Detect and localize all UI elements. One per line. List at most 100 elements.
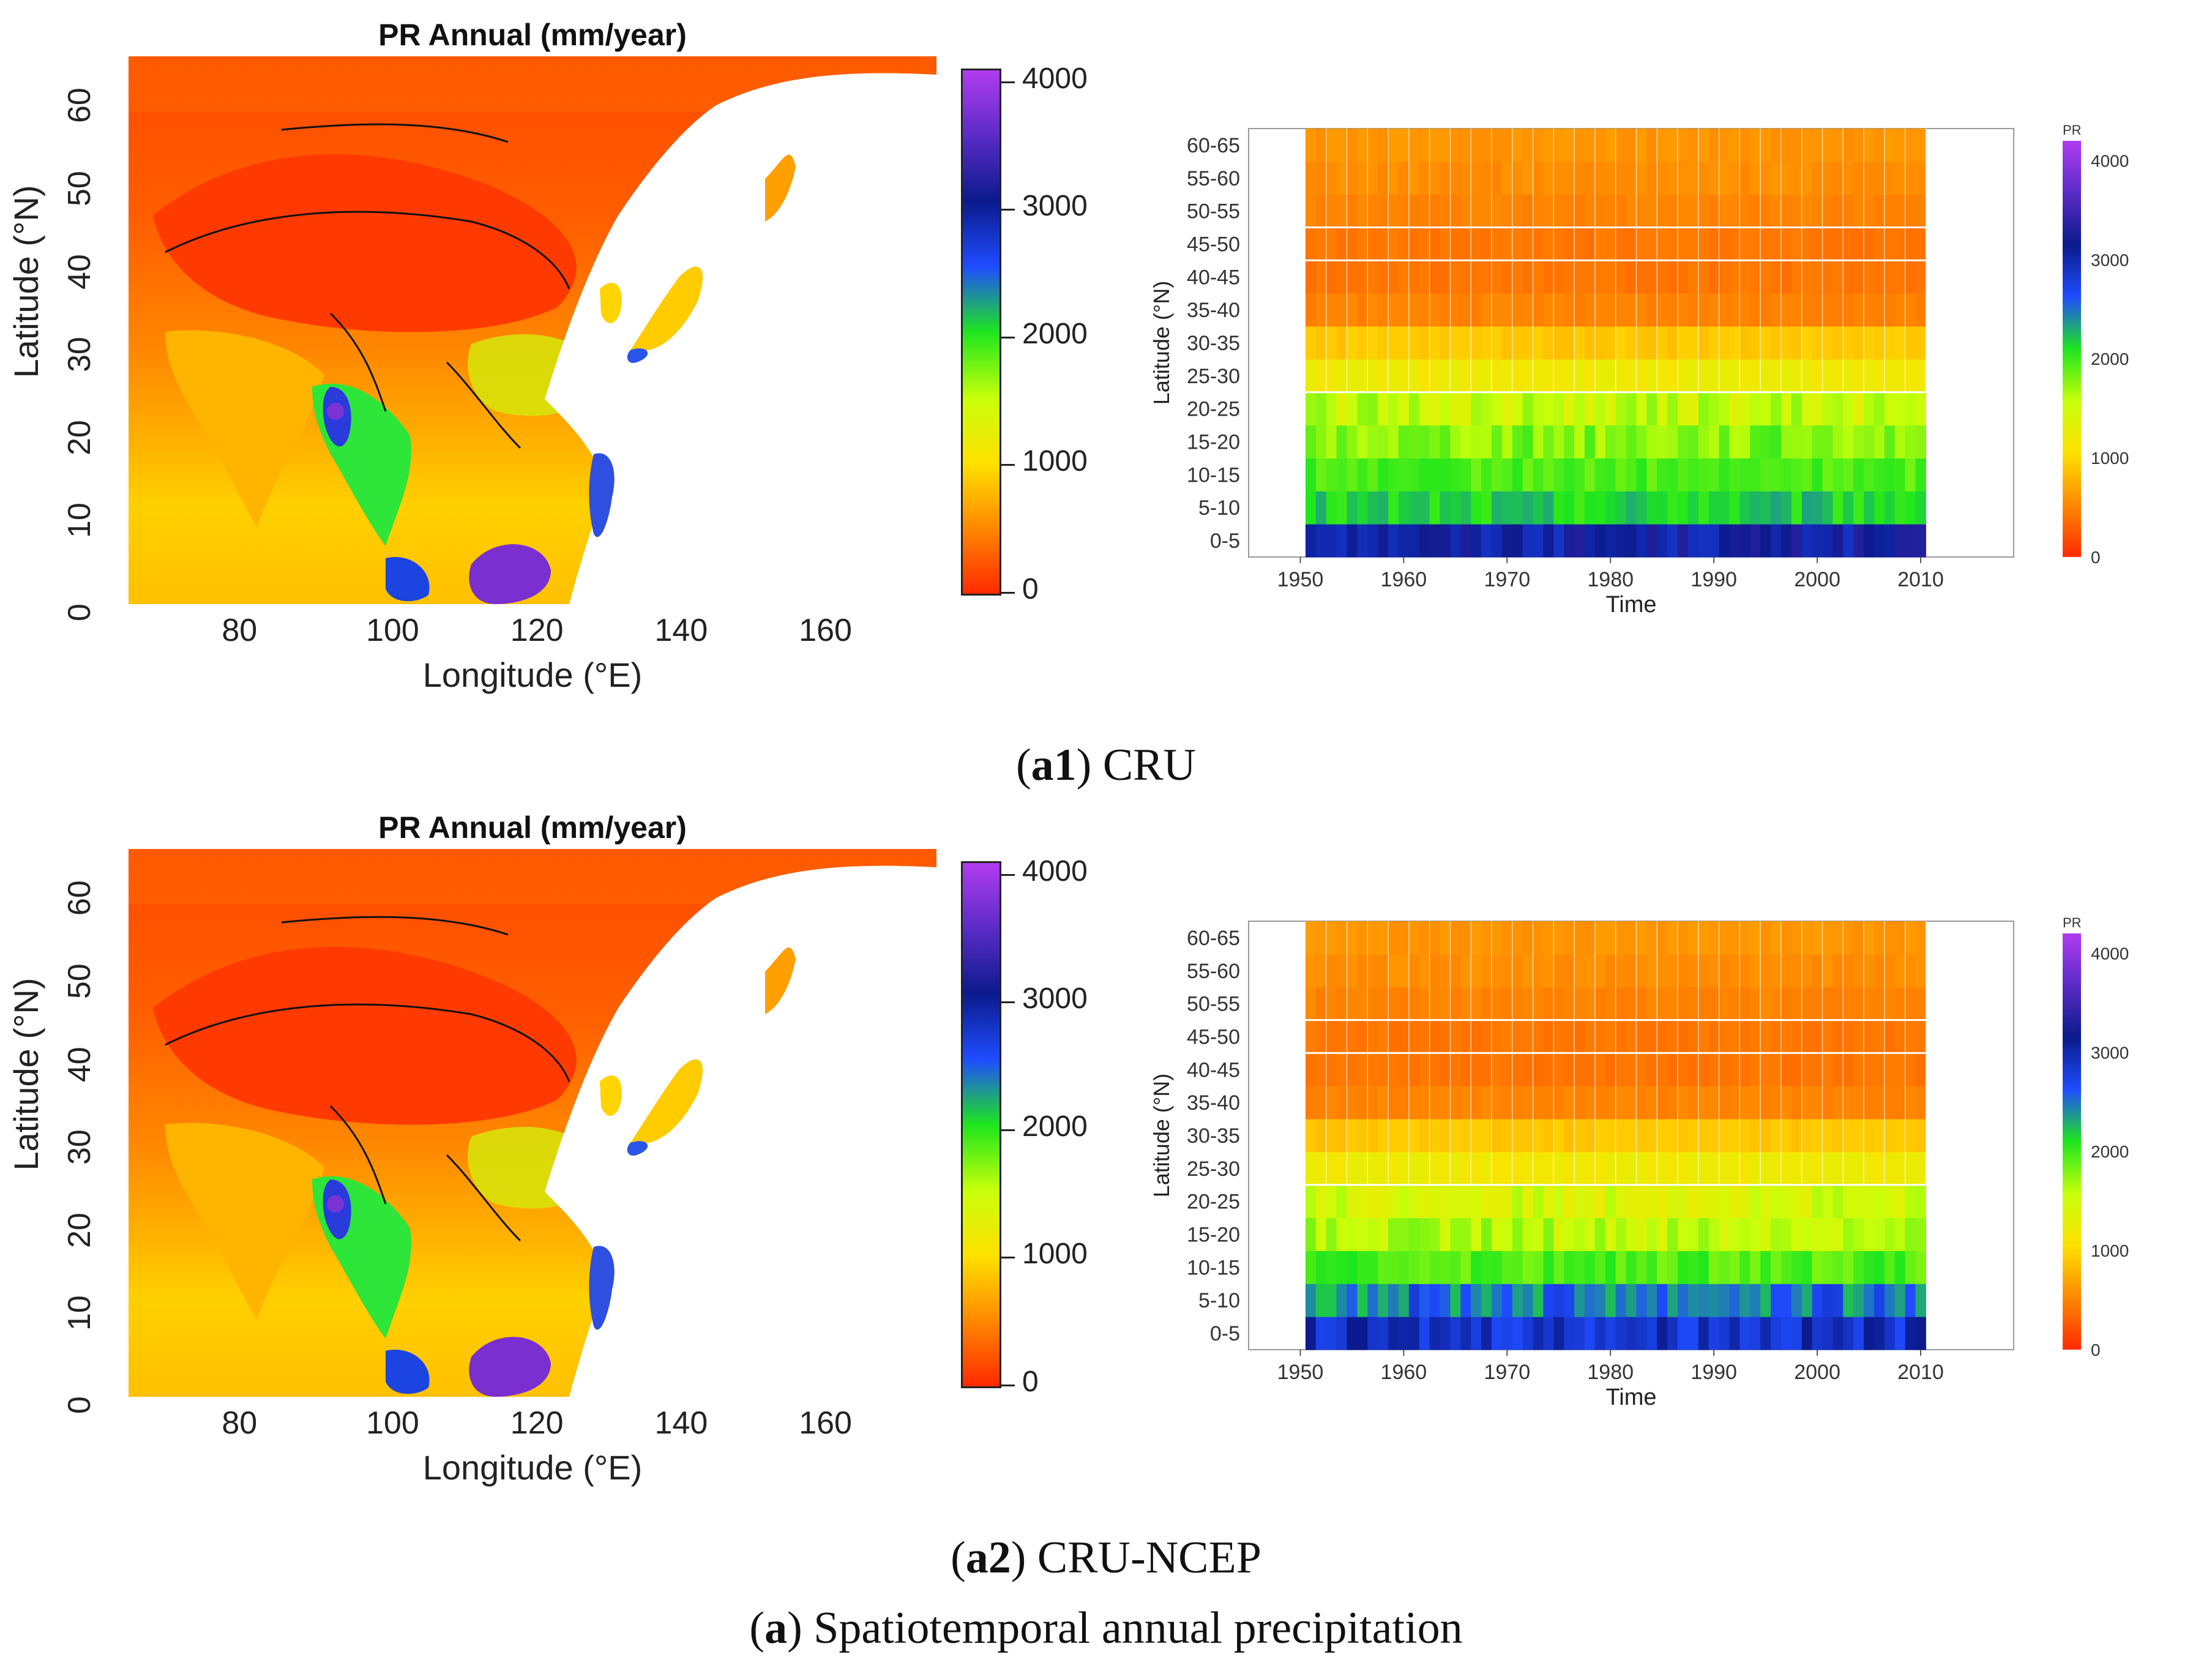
heatmap-cell bbox=[1657, 1317, 1668, 1350]
heatmap-cell bbox=[1780, 954, 1792, 988]
heatmap-cell bbox=[1884, 458, 1896, 492]
heatmap-cell bbox=[1894, 1284, 1906, 1317]
heatmap-cell bbox=[1584, 326, 1596, 360]
heatmap-cell bbox=[1874, 1317, 1885, 1350]
heatmap-cell bbox=[1894, 1184, 1906, 1219]
heatmap-cell bbox=[1812, 359, 1823, 393]
heatmap-cell bbox=[1553, 921, 1564, 955]
heatmap-cell bbox=[1812, 1184, 1823, 1219]
heatmap-cell bbox=[1853, 326, 1864, 360]
heatmap-cell bbox=[1864, 1217, 1875, 1251]
heatmap-colorbar-tick-label: 2000 bbox=[2091, 350, 2129, 368]
heatmap-cell bbox=[1636, 293, 1647, 327]
heatmap-cell bbox=[1843, 491, 1854, 525]
heatmap-cell bbox=[1481, 1217, 1492, 1251]
heatmap-cell bbox=[1678, 1284, 1689, 1317]
heatmap-cell bbox=[1450, 129, 1461, 162]
heatmap-colorbar bbox=[2063, 141, 2081, 557]
heatmap-cell bbox=[1543, 194, 1554, 228]
heatmap-colorbar bbox=[2063, 933, 2081, 1350]
heatmap-cell bbox=[1378, 921, 1389, 955]
heatmap-cell bbox=[1646, 1086, 1657, 1120]
heatmap-cell bbox=[1481, 987, 1492, 1021]
heatmap-cell bbox=[1594, 1184, 1606, 1219]
heatmap-cell bbox=[1564, 1151, 1575, 1186]
heatmap-cell bbox=[1481, 524, 1492, 558]
heatmap-cell bbox=[1512, 161, 1523, 195]
heatmap-cell bbox=[1574, 1086, 1585, 1120]
heatmap-cell bbox=[1687, 129, 1699, 162]
heatmap-cell bbox=[1812, 392, 1823, 426]
heatmap-cell bbox=[1564, 227, 1575, 261]
heatmap-cell bbox=[1440, 524, 1451, 558]
heatmap-cell bbox=[1440, 1086, 1451, 1120]
heatmap-cell bbox=[1729, 1119, 1740, 1153]
precip-map bbox=[129, 56, 936, 604]
heatmap-cell bbox=[1615, 491, 1627, 525]
heatmap-cell bbox=[1708, 359, 1720, 393]
heatmap-cell bbox=[1615, 129, 1627, 162]
heatmap-cell bbox=[1687, 425, 1699, 458]
heatmap-cell bbox=[1398, 954, 1410, 988]
heatmap-cell bbox=[1501, 987, 1513, 1021]
heatmap-cell bbox=[1440, 921, 1451, 955]
heatmap-cell bbox=[1326, 1086, 1337, 1120]
heatmap-cell bbox=[1801, 921, 1813, 955]
heatmap-cell bbox=[1750, 921, 1761, 955]
heatmap-cell bbox=[1305, 987, 1317, 1021]
heatmap-cell bbox=[1522, 1119, 1534, 1153]
heatmap-cell bbox=[1388, 326, 1399, 360]
heatmap-cell bbox=[1905, 227, 1916, 261]
heatmap-cell bbox=[1512, 1020, 1523, 1053]
heatmap-cell bbox=[1574, 1020, 1585, 1053]
heatmap-cell bbox=[1698, 260, 1709, 294]
heatmap-cell bbox=[1481, 260, 1492, 294]
heatmap-cell bbox=[1801, 326, 1813, 360]
heatmap-cell bbox=[1822, 1284, 1833, 1317]
heatmap-cell bbox=[1636, 425, 1647, 458]
heatmap-cell bbox=[1864, 293, 1875, 327]
heatmap-cell bbox=[1357, 987, 1368, 1021]
heatmap-cell bbox=[1864, 326, 1875, 360]
heatmap-cell bbox=[1894, 1086, 1906, 1120]
heatmap-cell bbox=[1678, 1184, 1689, 1219]
heatmap-cell bbox=[1657, 425, 1668, 458]
heatmap-cell bbox=[1874, 359, 1885, 393]
heatmap-cell bbox=[1460, 1086, 1471, 1120]
heatmap-ytick-label: 15-20 bbox=[1187, 1224, 1240, 1247]
heatmap-cell bbox=[1512, 326, 1523, 360]
heatmap-cell bbox=[1429, 1053, 1440, 1086]
heatmap-cell bbox=[1729, 326, 1740, 360]
heatmap-cell bbox=[1336, 1250, 1347, 1284]
heatmap-cell bbox=[1357, 326, 1368, 360]
heatmap-cell bbox=[1491, 1217, 1503, 1251]
heatmap-cell bbox=[1429, 987, 1440, 1021]
heatmap-cell bbox=[1326, 260, 1337, 294]
heatmap-cell bbox=[1512, 458, 1523, 492]
sumatra bbox=[386, 1350, 430, 1394]
precip-map-image bbox=[129, 849, 936, 1397]
heatmap-cell bbox=[1605, 954, 1616, 988]
heatmap-cell bbox=[1687, 921, 1699, 955]
map-colorbar-tick bbox=[1001, 592, 1015, 594]
heatmap-cell bbox=[1594, 194, 1606, 228]
heatmap-cell bbox=[1522, 194, 1534, 228]
heatmap-cell bbox=[1533, 1151, 1544, 1186]
heatmap-cell bbox=[1574, 1317, 1585, 1350]
heatmap-cell bbox=[1874, 425, 1885, 458]
heatmap-cell bbox=[1884, 1317, 1896, 1350]
heatmap-cell bbox=[1594, 326, 1606, 360]
heatmap-cell bbox=[1874, 1086, 1885, 1120]
heatmap-cell bbox=[1543, 326, 1554, 360]
heatmap-cell bbox=[1491, 1250, 1503, 1284]
heatmap-cell bbox=[1584, 1184, 1596, 1219]
heatmap-cell bbox=[1905, 987, 1916, 1021]
heatmap-cell bbox=[1471, 194, 1482, 228]
heatmap-cell bbox=[1812, 425, 1823, 458]
heatmap-cell bbox=[1512, 1086, 1523, 1120]
heatmap-cell bbox=[1347, 1250, 1358, 1284]
heatmap-cell bbox=[1771, 1184, 1782, 1219]
heatmap-cell bbox=[1543, 921, 1554, 955]
heatmap-cell bbox=[1501, 260, 1513, 294]
heatmap-cell bbox=[1791, 1184, 1803, 1219]
